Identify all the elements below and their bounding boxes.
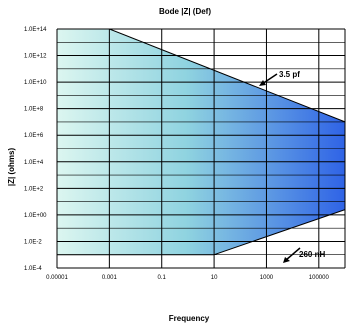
y-tick-label: 1.0E-4 <box>24 266 42 272</box>
x-tick-label: 1000 <box>260 275 274 281</box>
x-tick-label: 0.00001 <box>46 275 68 281</box>
impedance-area <box>57 29 345 255</box>
capacitance-annotation-arrow <box>261 73 278 85</box>
y-tick-label: 1.0E+4 <box>24 160 44 166</box>
inductance-annotation-arrow <box>285 247 301 261</box>
y-tick-label: 1.0E+10 <box>24 80 47 86</box>
inductance-boundary-line <box>57 209 346 256</box>
inductance-arrowhead-icon <box>283 257 290 263</box>
chart-title: Bode |Z| (Def) <box>159 7 211 16</box>
y-tick-label: 1.0E-2 <box>24 239 42 245</box>
capacitance-annotation: 3.5 pf <box>279 70 300 79</box>
y-tick-label: 1.0E+12 <box>24 54 47 60</box>
y-axis-label: |Z| (ohms) <box>7 148 16 187</box>
capacitance-arrowhead-icon <box>259 80 266 86</box>
x-tick-label: 0.1 <box>158 275 167 281</box>
y-tick-label: 1.0E+8 <box>24 107 44 113</box>
x-tick-label: 10 <box>211 275 218 281</box>
x-tick-label: 0.001 <box>102 275 118 281</box>
x-tick-labels: 0.00001 0.001 0.1 10 1000 100000 <box>46 275 329 281</box>
y-tick-label: 1.0E+2 <box>24 186 44 192</box>
y-tick-label: 1.0E+00 <box>24 213 47 219</box>
x-axis-label: Frequency <box>169 314 210 323</box>
x-tick-label: 100000 <box>309 275 330 281</box>
inductance-annotation: 260 nH <box>299 250 325 259</box>
y-tick-label: 1.0E+6 <box>24 133 44 139</box>
capacitance-boundary-line <box>57 28 346 123</box>
y-tick-labels: 1.0E+14 1.0E+12 1.0E+10 1.0E+8 1.0E+6 1.0E+4 1… <box>24 27 47 272</box>
y-tick-label: 1.0E+14 <box>24 27 47 33</box>
